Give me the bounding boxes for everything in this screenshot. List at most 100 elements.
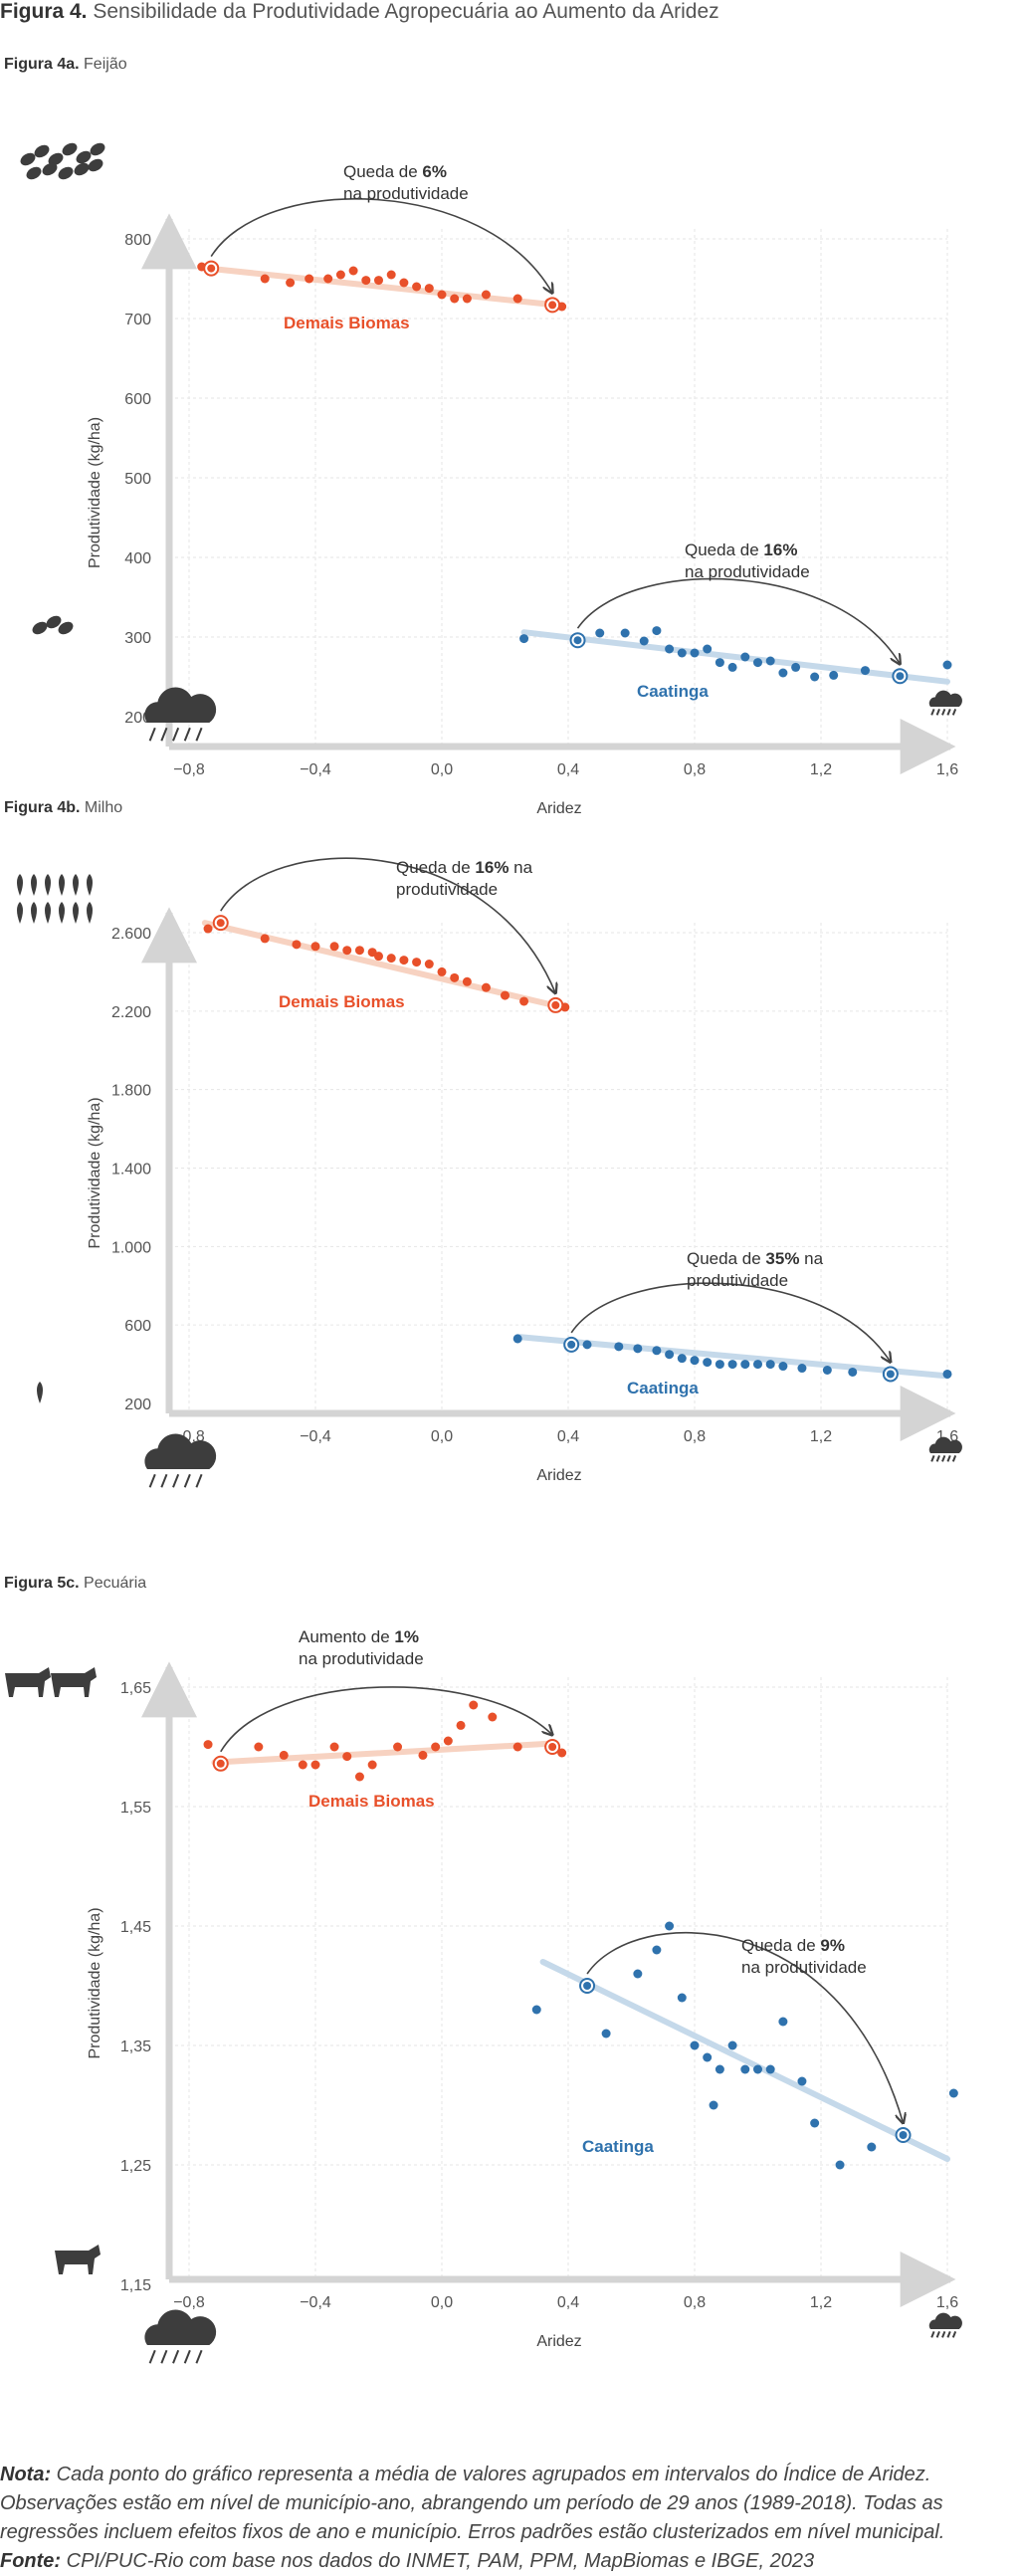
change-arrow: [570, 1282, 891, 1362]
annotation-line2: produtividade: [396, 880, 498, 899]
data-point: [335, 270, 345, 280]
panel-b-label-text: Milho: [84, 799, 123, 816]
data-point: [354, 1772, 364, 1782]
data-point: [652, 1945, 662, 1955]
y-tick-label: 800: [124, 232, 151, 249]
bean-icon: [34, 144, 50, 158]
data-point: [601, 2029, 611, 2039]
y-tick-label: 600: [124, 391, 151, 408]
heavy-rain-cloud-icon-drop: [160, 727, 168, 742]
data-point: [260, 274, 270, 284]
y-tick-label: 1,15: [120, 2277, 151, 2294]
corn-icon: [31, 902, 37, 924]
highlight-point: [573, 636, 582, 645]
data-point: [374, 276, 383, 286]
x-tick-label: 1,6: [936, 2294, 958, 2311]
data-point: [342, 946, 352, 956]
data-point: [462, 976, 472, 986]
cow-icon: [5, 1667, 51, 1697]
data-point: [690, 2040, 700, 2050]
x-tick-label: 0,8: [684, 1428, 706, 1445]
data-point: [665, 1350, 675, 1360]
x-tick-label: 0,0: [431, 761, 453, 778]
data-point: [829, 670, 839, 680]
light-rain-cloud-icon-drop: [946, 1455, 951, 1462]
data-point: [310, 942, 320, 952]
y-tick-label: 1,55: [120, 1800, 151, 1817]
data-point: [778, 1362, 788, 1372]
data-point: [386, 270, 396, 280]
y-tick-label: 500: [124, 471, 151, 488]
data-point: [399, 278, 409, 288]
x-tick-label: 1,6: [936, 761, 958, 778]
data-point: [665, 644, 675, 654]
data-point: [835, 2160, 845, 2170]
y-tick-label: 1,45: [120, 1919, 151, 1936]
bean-icon: [20, 152, 36, 166]
corn-icon: [17, 902, 23, 924]
annotation-line2: produtividade: [687, 1271, 788, 1290]
highlight-point: [567, 1340, 576, 1349]
panel-a-label-number: Figura 4a.: [4, 56, 80, 73]
highlight-point: [207, 264, 216, 273]
page-title-text: Sensibilidade da Produtividade Agropecuá…: [93, 0, 719, 23]
data-point: [329, 1742, 339, 1752]
data-point: [620, 628, 630, 638]
y-tick-label: 1.400: [111, 1162, 151, 1179]
corn-icon: [45, 874, 51, 896]
data-point: [519, 634, 529, 644]
page-title: Figura 4. Sensibilidade da Produtividade…: [0, 0, 719, 24]
bean-icon: [74, 162, 90, 176]
highlight-point: [896, 672, 905, 681]
data-point: [488, 1712, 498, 1722]
heavy-rain-cloud-icon-drop: [172, 1473, 180, 1488]
heavy-rain-cloud-icon-drop: [195, 727, 203, 742]
light-rain-cloud-icon-drop: [935, 709, 940, 716]
data-point: [437, 966, 447, 976]
data-point: [481, 290, 491, 300]
data-point: [412, 282, 422, 292]
heavy-rain-cloud-icon-drop: [195, 1473, 203, 1488]
regression-line: [211, 1740, 559, 1766]
series-label-demais: Demais Biomas: [284, 314, 410, 332]
y-axis-label: Produtividade (kg/ha): [87, 1097, 103, 1248]
cow-icon: [55, 2245, 101, 2274]
data-point: [810, 2118, 820, 2128]
x-tick-label: 0,0: [431, 1428, 453, 1445]
x-tick-label: −0,8: [173, 761, 205, 778]
data-point: [512, 1334, 522, 1344]
annotation-text: na: [509, 858, 532, 877]
x-tick-label: 1,2: [810, 2294, 832, 2311]
data-point: [791, 662, 801, 672]
annotation-text: Queda de: [343, 162, 422, 181]
page-title-number: Figura 4.: [0, 0, 88, 23]
light-rain-cloud-icon-drop: [930, 2331, 935, 2338]
annotation-value: 1%: [394, 1627, 419, 1646]
bean-icon: [42, 162, 58, 176]
series-label-demais: Demais Biomas: [279, 992, 405, 1011]
bean-icon: [26, 166, 42, 180]
data-point: [450, 294, 460, 304]
data-point: [727, 662, 737, 672]
data-point: [203, 1740, 213, 1750]
series-label-demais: Demais Biomas: [308, 1792, 435, 1811]
corn-icon: [59, 874, 65, 896]
data-point: [456, 1720, 466, 1730]
data-point: [740, 1360, 750, 1370]
y-tick-label: 600: [124, 1318, 151, 1335]
data-point: [374, 952, 383, 962]
x-tick-label: 0,4: [557, 761, 579, 778]
data-point: [557, 1748, 567, 1758]
x-axis-label: Aridez: [536, 1467, 581, 1484]
bean-icon: [48, 152, 64, 166]
heavy-rain-cloud-icon-drop: [183, 2349, 191, 2364]
annotation-line2: na produtividade: [299, 1649, 424, 1668]
panel-a-label: Figura 4a. Feijão: [4, 56, 127, 74]
data-point: [765, 1360, 775, 1370]
heavy-rain-cloud-icon-drop: [148, 727, 156, 742]
y-tick-label: 300: [124, 630, 151, 647]
change-arrow: [586, 1931, 904, 2123]
data-point: [501, 990, 510, 1000]
panel-c-label: Figura 5c. Pecuária: [4, 1575, 146, 1593]
data-point: [740, 652, 750, 662]
